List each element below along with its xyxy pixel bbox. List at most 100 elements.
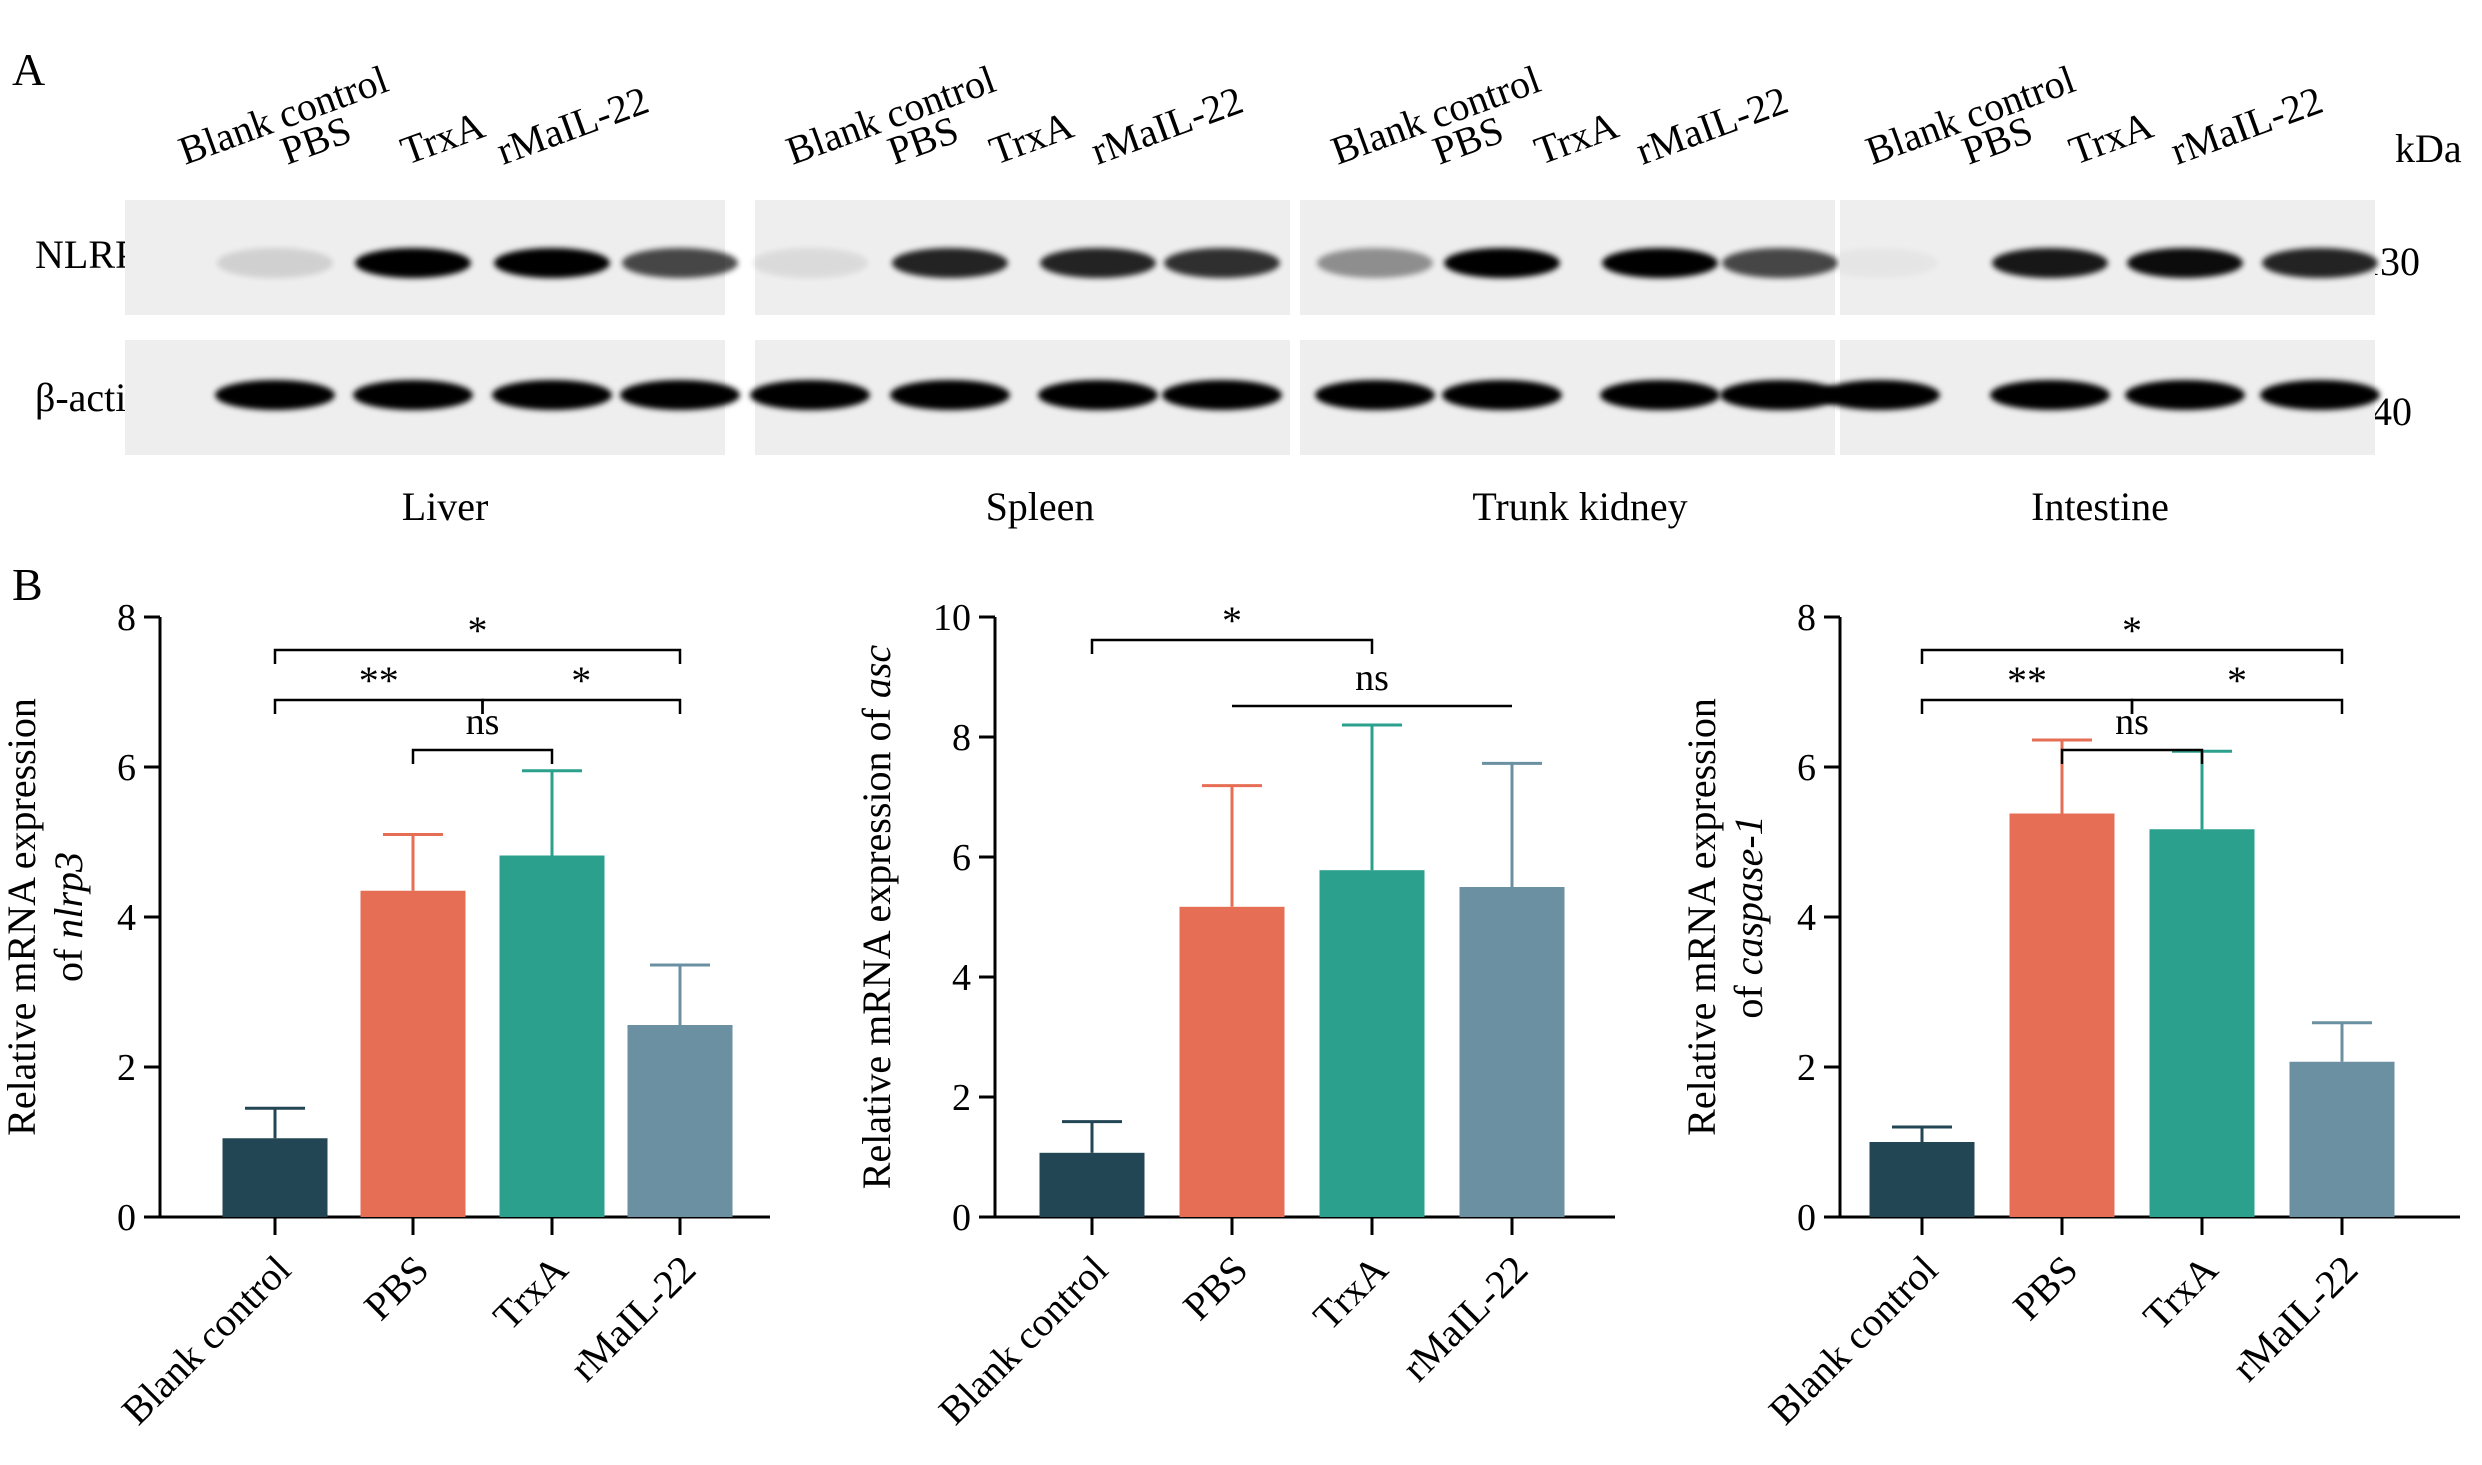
nlrp3-band	[1164, 248, 1280, 278]
lane-label: TrxA	[395, 102, 491, 173]
bar	[627, 1025, 733, 1217]
actin-band	[353, 380, 473, 410]
panel-label-b: B	[12, 559, 43, 610]
lane-label: TrxA	[983, 102, 1079, 173]
significance-label: *	[2122, 608, 2142, 653]
nlrp3-band	[355, 248, 471, 278]
x-tick-label: TrxA	[1304, 1246, 1396, 1338]
y-tick-label: 8	[952, 717, 971, 759]
nlrp3-band	[622, 248, 738, 278]
tissue-label: Spleen	[986, 484, 1095, 529]
kda-unit-label: kDa	[2395, 126, 2462, 171]
nlrp3-band	[752, 248, 868, 278]
x-tick-label: rMaIL-22	[2223, 1247, 2366, 1390]
x-tick-label: rMaIL-22	[1393, 1247, 1536, 1390]
actin-band	[1162, 380, 1282, 410]
bar	[1319, 870, 1425, 1217]
actin-band	[2260, 380, 2380, 410]
bar	[1459, 887, 1565, 1217]
bar	[2149, 829, 2255, 1217]
bar	[360, 890, 466, 1217]
x-tick-label: TrxA	[484, 1246, 576, 1338]
x-tick-label: Blank control	[1760, 1247, 1947, 1434]
x-tick-label: rMaIL-22	[561, 1247, 704, 1390]
nlrp3-band	[217, 248, 333, 278]
significance-label: ns	[466, 701, 500, 743]
significance-label: ns	[1355, 657, 1389, 699]
significance-label: **	[2007, 658, 2047, 703]
bar	[1179, 906, 1285, 1217]
nlrp3-band	[1992, 248, 2108, 278]
lane-label: rMaIL-22	[1630, 77, 1794, 173]
nlrp3-band	[2127, 248, 2243, 278]
y-axis-label-prefix: Relative mRNA expression of	[854, 698, 899, 1189]
nlrp3-band	[494, 248, 610, 278]
y-tick-label: 2	[1797, 1047, 1816, 1089]
significance-bracket	[1920, 648, 2344, 664]
y-tick-label: 4	[117, 897, 136, 939]
actin-band	[492, 380, 612, 410]
actin-band	[1990, 380, 2110, 410]
y-axis-label: Relative mRNA expression	[1679, 698, 1724, 1136]
tissue-label: Intestine	[2031, 484, 2169, 529]
bar	[2289, 1061, 2395, 1217]
y-tick-label: 2	[117, 1047, 136, 1089]
x-tick-label: Blank control	[113, 1247, 300, 1434]
actin-band	[1315, 380, 1435, 410]
significance-bracket	[481, 698, 682, 714]
y-axis-label-gene: asc	[854, 645, 899, 699]
y-axis-label-prefix: of	[1726, 975, 1771, 1018]
bar	[1039, 1152, 1145, 1217]
bar	[1869, 1142, 1975, 1217]
y-tick-label: 0	[117, 1197, 136, 1239]
nlrp3-band	[892, 248, 1008, 278]
y-tick-label: 8	[1797, 597, 1816, 639]
actin-band	[890, 380, 1010, 410]
tissue-label: Trunk kidney	[1472, 484, 1687, 529]
lane-label: rMaIL-22	[2165, 77, 2329, 173]
x-tick-label: PBS	[2004, 1247, 2086, 1329]
significance-label: *	[571, 658, 591, 703]
actin-band	[1038, 380, 1158, 410]
significance-bracket	[411, 748, 554, 764]
y-axis-label: Relative mRNA expression of asc	[854, 645, 899, 1190]
tissue-label: Liver	[402, 484, 489, 529]
y-tick-label: 0	[1797, 1197, 1816, 1239]
actin-band	[1720, 380, 1840, 410]
nlrp3-band	[1317, 248, 1433, 278]
actin-band	[1820, 380, 1940, 410]
significance-bracket	[2130, 698, 2344, 714]
actin-band	[750, 380, 870, 410]
y-tick-label: 6	[952, 837, 971, 879]
x-tick-label: Blank control	[930, 1247, 1117, 1434]
nlrp3-band	[2262, 248, 2378, 278]
y-axis-label-gene: nlrp3	[46, 852, 91, 939]
y-tick-label: 6	[1797, 747, 1816, 789]
x-tick-label: PBS	[355, 1247, 437, 1329]
y-tick-label: 2	[952, 1077, 971, 1119]
actin-band	[1442, 380, 1562, 410]
y-axis-label: Relative mRNA expression	[0, 698, 44, 1136]
y-tick-label: 8	[117, 597, 136, 639]
panel-label-a: A	[12, 44, 45, 95]
nlrp3-band	[1602, 248, 1718, 278]
significance-label: **	[359, 658, 399, 703]
x-tick-label: TrxA	[2134, 1246, 2226, 1338]
actin-band	[620, 380, 740, 410]
significance-label: *	[1222, 598, 1242, 643]
nlrp3-band	[1722, 248, 1838, 278]
y-tick-label: 0	[952, 1197, 971, 1239]
y-axis-label: of caspase-1	[1726, 815, 1771, 1018]
significance-bracket	[1090, 638, 1374, 654]
significance-label: ns	[2115, 701, 2149, 743]
y-tick-label: 4	[952, 957, 971, 999]
nlrp3-band	[1444, 248, 1560, 278]
y-axis-label-prefix: of	[46, 939, 91, 982]
significance-bracket	[273, 648, 682, 664]
bar	[2009, 813, 2115, 1217]
